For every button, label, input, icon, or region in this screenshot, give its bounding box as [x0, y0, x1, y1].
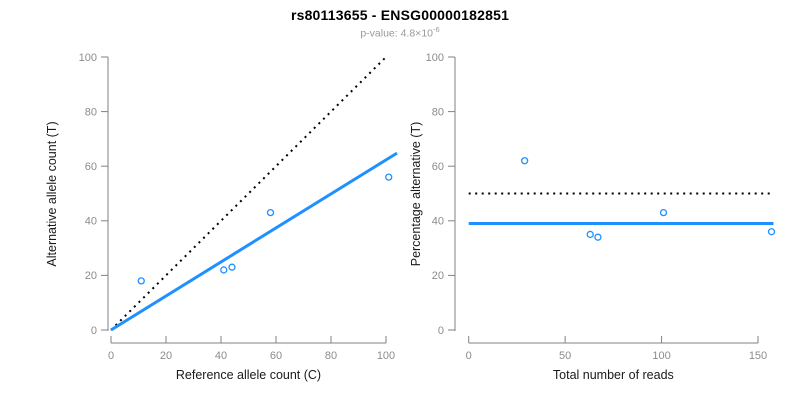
y-tick-label: 40 — [85, 216, 97, 228]
x-tick-label: 150 — [749, 350, 767, 362]
y-tick-label: 100 — [79, 52, 97, 64]
identity-line — [110, 56, 387, 331]
y-axis-title: Percentage alternative (T) — [409, 122, 423, 267]
x-axis-title: Total number of reads — [553, 368, 674, 382]
x-tick-label: 0 — [108, 350, 114, 362]
x-tick-label: 80 — [325, 350, 337, 362]
data-point — [767, 228, 776, 236]
regression-line — [110, 151, 398, 332]
y-tick-label: 20 — [432, 270, 444, 282]
y-axis-title: Alternative allele count (T) — [45, 121, 59, 266]
data-point — [266, 208, 275, 217]
x-axis-title: Reference allele count (C) — [176, 368, 321, 382]
y-tick-label: 0 — [438, 325, 444, 337]
y-tick-label: 60 — [432, 161, 444, 173]
y-tick-label: 60 — [85, 161, 97, 173]
data-point — [228, 263, 236, 271]
y-tick-label: 40 — [432, 216, 444, 228]
x-tick-label: 20 — [160, 350, 172, 362]
data-point — [137, 277, 145, 285]
y-tick-label: 80 — [85, 106, 97, 118]
x-tick-label: 100 — [652, 350, 670, 362]
page-title: rs80113655 - ENSG00000182851 — [290, 7, 510, 23]
x-tick-label: 40 — [215, 350, 227, 362]
x-tick-label: 0 — [466, 350, 472, 362]
y-tick-label: 80 — [432, 106, 444, 118]
pvalue-subtitle: p-value: 4.8×10-6 — [0, 25, 800, 40]
pvalue-exponent: -6 — [433, 25, 440, 34]
data-point — [594, 233, 602, 241]
y-tick-label: 100 — [426, 52, 444, 64]
data-point — [586, 230, 594, 239]
x-tick-label: 60 — [270, 350, 282, 362]
y-tick-label: 20 — [85, 270, 97, 282]
x-tick-label: 50 — [559, 350, 571, 362]
x-tick-label: 100 — [377, 350, 395, 362]
data-point — [659, 208, 668, 217]
pvalue-text: p-value: 4.8×10 — [360, 27, 433, 40]
y-tick-label: 0 — [91, 325, 97, 337]
data-point — [520, 157, 529, 165]
data-point — [220, 266, 228, 274]
data-point — [385, 173, 393, 181]
